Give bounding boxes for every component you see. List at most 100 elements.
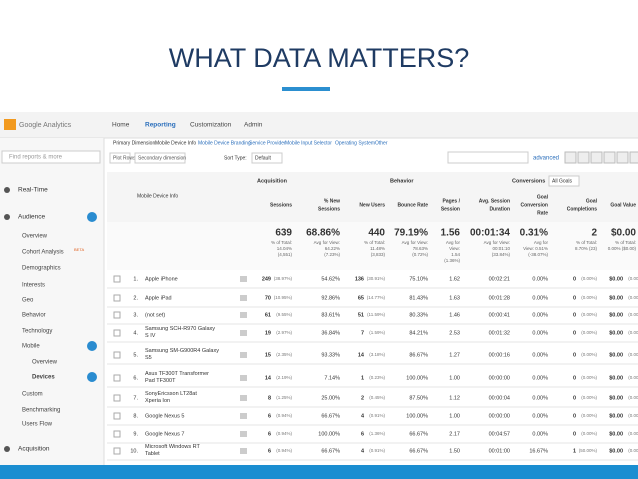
- row-checkbox[interactable]: [113, 394, 121, 402]
- advanced-link[interactable]: advanced: [533, 156, 559, 162]
- goal-select[interactable]: [548, 175, 580, 187]
- column-header: Rate: [537, 210, 548, 216]
- dimension-link[interactable]: Mobile Device Branding: [198, 140, 251, 146]
- cell-value: 84.21%: [409, 330, 428, 336]
- sidebar-item[interactable]: Demographics: [22, 266, 61, 272]
- nav-item[interactable]: Customization: [190, 122, 232, 129]
- dimension-link[interactable]: Mobile Device Info: [155, 140, 196, 146]
- button[interactable]: [109, 152, 131, 164]
- sidebar-item[interactable]: Users Flow: [22, 422, 53, 428]
- sidebar-icon: [4, 214, 10, 220]
- view-toggle[interactable]: [603, 151, 616, 164]
- cell-value: 0.00%: [532, 312, 548, 318]
- device-name[interactable]: Asus TF300T Transformer Pad TF300T: [145, 371, 209, 384]
- cell-value: 1.63: [449, 295, 460, 301]
- row-checkbox[interactable]: [113, 294, 121, 302]
- cell-value: 6: [268, 413, 271, 419]
- dimension-link[interactable]: Mobile Input Selector: [285, 140, 332, 146]
- search-box[interactable]: [1, 150, 101, 164]
- cell-value: $0.00: [609, 352, 623, 358]
- device-name[interactable]: Apple iPhone: [145, 276, 178, 282]
- device-name[interactable]: SonyEricsson LT28at Xperia Ion: [145, 391, 197, 404]
- row-checkbox[interactable]: [113, 374, 121, 382]
- sidebar-item[interactable]: Mobile: [22, 344, 40, 350]
- column-header: Session: [441, 206, 460, 212]
- view-toggle[interactable]: [590, 151, 603, 164]
- device-name[interactable]: (not set): [145, 312, 165, 318]
- cell-value: 75.10%: [409, 276, 428, 282]
- sidebar-item[interactable]: Cohort Analysis: [22, 250, 64, 256]
- cell-value: 66.67%: [321, 413, 340, 419]
- sort-value: Default: [255, 155, 271, 161]
- cell-pct: (2.35%): [276, 352, 292, 357]
- dimension-link[interactable]: Service Provider: [249, 140, 286, 146]
- row-checkbox[interactable]: [113, 329, 121, 337]
- cell-pct: (0.23%): [369, 375, 385, 380]
- device-name[interactable]: Samsung SM-G900R4 Galaxy S5: [145, 348, 219, 361]
- cell-value: 1: [573, 448, 576, 454]
- cell-value: 00:01:28: [489, 295, 510, 301]
- sidebar-item[interactable]: Real-Time: [18, 187, 48, 194]
- sidebar-item[interactable]: Devices: [32, 375, 55, 381]
- row-checkbox[interactable]: [113, 447, 121, 455]
- cell-pct: (0.00%): [628, 352, 638, 357]
- sidebar-item[interactable]: Benchmarking: [22, 408, 60, 414]
- row-number: 8.: [133, 413, 138, 419]
- settings-gear[interactable]: [87, 212, 97, 222]
- view-toggle[interactable]: [577, 151, 590, 164]
- view-toggle[interactable]: [616, 151, 629, 164]
- cell-value: 66.67%: [409, 431, 428, 437]
- row-checkbox[interactable]: [113, 430, 121, 438]
- dimension-link[interactable]: Operating System: [335, 140, 375, 146]
- cell-pct: (0.00%): [581, 413, 597, 418]
- row-number: 10.: [130, 448, 138, 454]
- cell-value: 93.33%: [321, 352, 340, 358]
- cell-value: 1.46: [449, 312, 460, 318]
- nav-item[interactable]: Reporting: [145, 122, 176, 129]
- slide-title: WHAT DATA MATTERS?: [169, 43, 470, 73]
- dimension-link[interactable]: Other: [375, 140, 388, 146]
- device-name[interactable]: Google Nexus 5: [145, 413, 184, 419]
- row-number: 1.: [133, 276, 138, 282]
- device-name[interactable]: Apple iPad: [145, 295, 172, 301]
- row-icon: [240, 312, 247, 318]
- nav-item[interactable]: Admin: [244, 122, 263, 129]
- sidebar-item[interactable]: Behavior: [22, 313, 46, 319]
- view-toggle[interactable]: [564, 151, 577, 164]
- settings-gear[interactable]: [87, 372, 97, 382]
- total-value: 68.86%: [306, 228, 340, 239]
- device-name[interactable]: Samsung SCH-R970 Galaxy S IV: [145, 326, 215, 339]
- cell-value: 2: [361, 395, 364, 401]
- nav-item[interactable]: Home: [112, 122, 130, 129]
- sidebar-item[interactable]: Audience: [18, 214, 45, 221]
- device-name[interactable]: Google Nexus 7: [145, 431, 184, 437]
- sidebar-item[interactable]: Technology: [22, 329, 52, 335]
- row-checkbox[interactable]: [113, 412, 121, 420]
- search-input[interactable]: [447, 151, 529, 164]
- cell-pct: (0.94%): [276, 448, 292, 453]
- cell-pct: (50.00%): [579, 448, 598, 453]
- sidebar-item[interactable]: Geo: [22, 298, 34, 304]
- sidebar-item[interactable]: Overview: [22, 234, 48, 240]
- row-checkbox[interactable]: [113, 351, 121, 359]
- cell-value: 00:01:00: [489, 448, 510, 454]
- sidebar-item[interactable]: Overview: [32, 360, 58, 366]
- sidebar-item[interactable]: Interests: [22, 283, 45, 289]
- row-checkbox[interactable]: [113, 275, 121, 283]
- total-note: (-38.07%): [528, 252, 548, 257]
- totals-bg: [107, 222, 638, 270]
- button[interactable]: [134, 152, 186, 164]
- sidebar-item[interactable]: Acquisition: [18, 446, 50, 453]
- sidebar-item[interactable]: Custom: [22, 392, 43, 398]
- settings-gear[interactable]: [87, 341, 97, 351]
- search-placeholder[interactable]: Find reports & more: [9, 155, 63, 161]
- sidebar-icon: [4, 187, 10, 193]
- cell-value: 80.33%: [409, 312, 428, 318]
- cell-pct: (1.36%): [369, 431, 385, 436]
- device-name[interactable]: Microsoft Windows RT Tablet: [145, 444, 201, 457]
- sidebar-icon: [4, 446, 10, 452]
- dropdown[interactable]: [251, 152, 283, 164]
- button-label: Plot Rows: [113, 155, 136, 161]
- view-toggle[interactable]: [629, 151, 638, 164]
- row-checkbox[interactable]: [113, 311, 121, 319]
